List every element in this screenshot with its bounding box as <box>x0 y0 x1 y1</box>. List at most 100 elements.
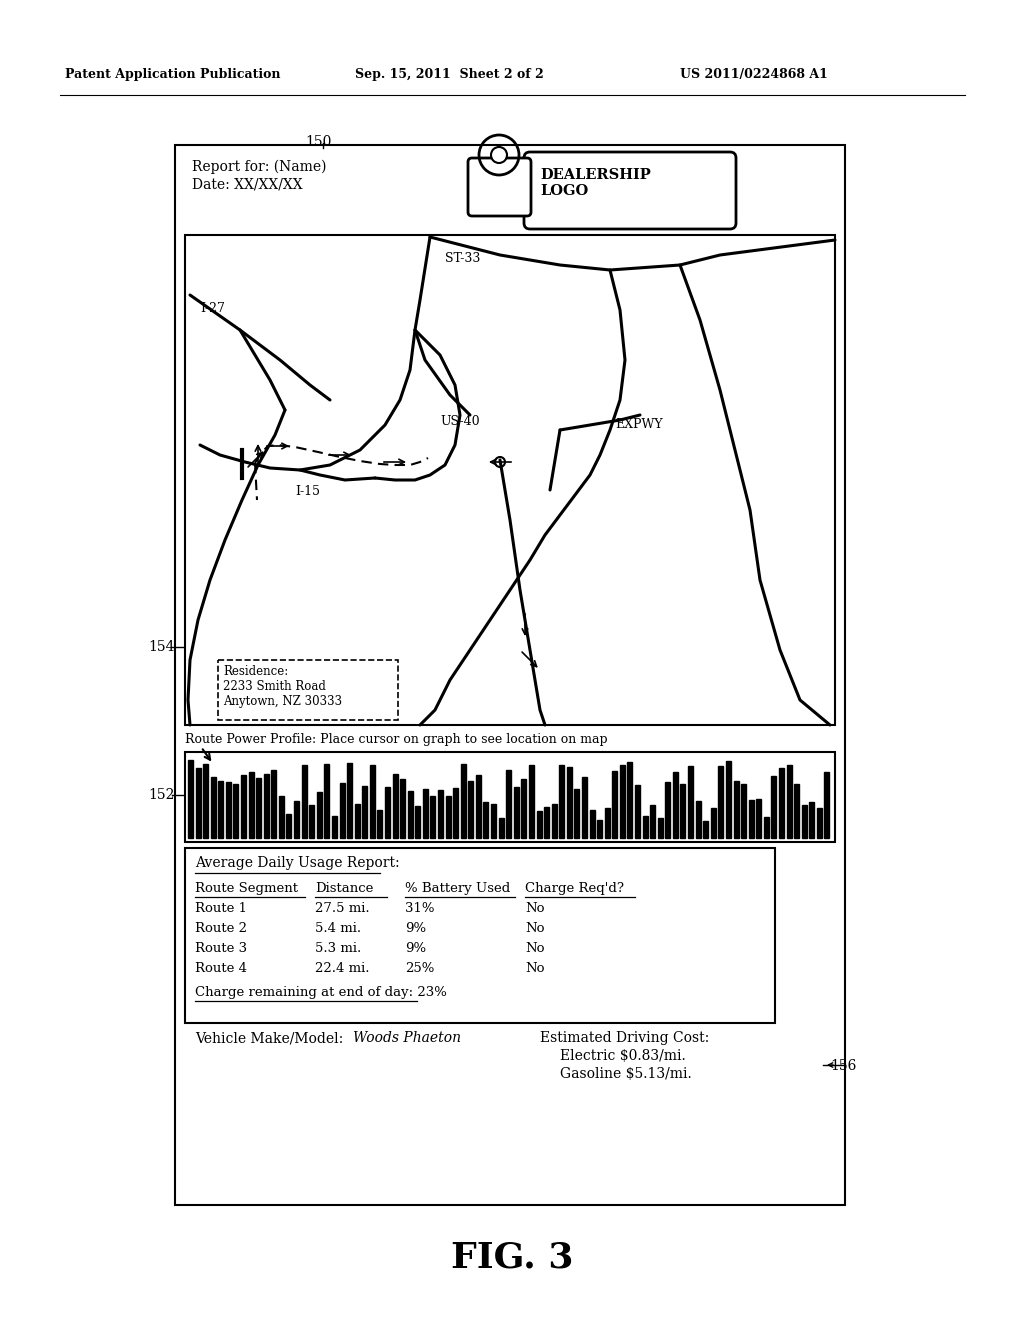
Text: 9%: 9% <box>406 942 426 954</box>
Bar <box>711 808 716 838</box>
Bar <box>817 808 822 838</box>
Bar <box>287 813 292 838</box>
Text: Residence:
2233 Smith Road
Anytown, NZ 30333: Residence: 2233 Smith Road Anytown, NZ 3… <box>223 665 342 708</box>
Text: Route 2: Route 2 <box>195 921 247 935</box>
Text: No: No <box>525 921 545 935</box>
Bar <box>196 768 201 838</box>
Bar <box>514 787 519 838</box>
Text: 152: 152 <box>148 788 174 803</box>
Bar <box>302 766 306 838</box>
Text: 154: 154 <box>148 640 174 653</box>
Bar <box>454 788 458 838</box>
Bar <box>188 760 193 838</box>
Bar <box>567 767 571 838</box>
Bar <box>416 805 420 838</box>
Bar <box>340 783 344 838</box>
Bar <box>211 776 216 838</box>
Circle shape <box>490 147 507 162</box>
Bar <box>741 784 746 838</box>
Bar <box>430 796 435 838</box>
Text: 9%: 9% <box>406 921 426 935</box>
Text: 150: 150 <box>305 135 332 149</box>
Text: No: No <box>525 902 545 915</box>
Bar <box>438 791 443 838</box>
Bar <box>175 145 845 1205</box>
Bar <box>529 766 534 838</box>
Text: No: No <box>525 962 545 975</box>
Bar <box>688 767 693 838</box>
Bar <box>537 810 542 838</box>
Text: % Battery Used: % Battery Used <box>406 882 510 895</box>
Text: Route 4: Route 4 <box>195 962 247 975</box>
Bar <box>786 764 792 838</box>
Bar <box>294 801 299 838</box>
Bar <box>764 817 769 838</box>
Bar <box>795 784 799 838</box>
Text: DEALERSHIP
LOGO: DEALERSHIP LOGO <box>540 168 650 198</box>
Bar <box>185 235 835 725</box>
Bar <box>226 781 230 838</box>
Bar <box>802 805 807 838</box>
Bar <box>733 781 738 838</box>
Text: 22.4 mi.: 22.4 mi. <box>315 962 370 975</box>
Text: 156: 156 <box>830 1059 856 1073</box>
Bar <box>249 771 254 838</box>
Bar <box>559 766 564 838</box>
Bar <box>779 768 784 838</box>
Bar <box>445 796 451 838</box>
Bar <box>241 775 246 838</box>
Text: Electric $0.83/mi.: Electric $0.83/mi. <box>560 1049 686 1063</box>
Bar <box>521 779 526 838</box>
Bar <box>468 781 473 838</box>
Bar <box>673 772 678 838</box>
Bar <box>354 804 359 838</box>
Bar <box>650 805 655 838</box>
Bar <box>370 766 375 838</box>
Bar <box>726 760 731 838</box>
Bar <box>492 804 496 838</box>
Bar <box>757 799 761 838</box>
Bar <box>612 771 617 838</box>
Bar <box>461 764 466 838</box>
Bar <box>499 818 504 838</box>
Bar <box>582 776 587 838</box>
Text: Woods Phaeton: Woods Phaeton <box>353 1031 461 1045</box>
Bar <box>185 752 835 842</box>
Text: Charge remaining at end of day: 23%: Charge remaining at end of day: 23% <box>195 986 446 999</box>
Text: Average Daily Usage Report:: Average Daily Usage Report: <box>195 855 399 870</box>
Text: US-40: US-40 <box>440 414 479 428</box>
Bar <box>476 775 481 838</box>
Text: Route 3: Route 3 <box>195 942 247 954</box>
Bar <box>279 796 284 838</box>
Bar <box>597 820 602 838</box>
Text: 31%: 31% <box>406 902 434 915</box>
Text: FIG. 3: FIG. 3 <box>451 1239 573 1274</box>
Text: 5.4 mi.: 5.4 mi. <box>315 921 361 935</box>
Bar <box>408 791 413 838</box>
Bar <box>703 821 709 838</box>
Bar <box>771 776 776 838</box>
Bar <box>681 784 685 838</box>
Bar <box>552 804 557 838</box>
Text: Distance: Distance <box>315 882 374 895</box>
Bar <box>574 788 580 838</box>
Bar <box>719 766 723 838</box>
Bar <box>749 800 754 838</box>
Bar <box>233 784 239 838</box>
Text: 27.5 mi.: 27.5 mi. <box>315 902 370 915</box>
FancyBboxPatch shape <box>524 152 736 228</box>
Text: Route Segment: Route Segment <box>195 882 298 895</box>
Bar <box>203 764 208 838</box>
Text: Vehicle Make/Model:: Vehicle Make/Model: <box>195 1031 347 1045</box>
Bar <box>657 818 663 838</box>
Bar <box>271 770 276 838</box>
Bar <box>666 783 671 838</box>
Text: Route 1: Route 1 <box>195 902 247 915</box>
Bar <box>264 774 268 838</box>
Text: 5.3 mi.: 5.3 mi. <box>315 942 361 954</box>
Text: Gasoline $5.13/mi.: Gasoline $5.13/mi. <box>560 1067 692 1081</box>
Bar <box>378 810 382 838</box>
Bar <box>256 777 261 838</box>
Text: US 2011/0224868 A1: US 2011/0224868 A1 <box>680 69 827 81</box>
Bar <box>325 764 330 838</box>
